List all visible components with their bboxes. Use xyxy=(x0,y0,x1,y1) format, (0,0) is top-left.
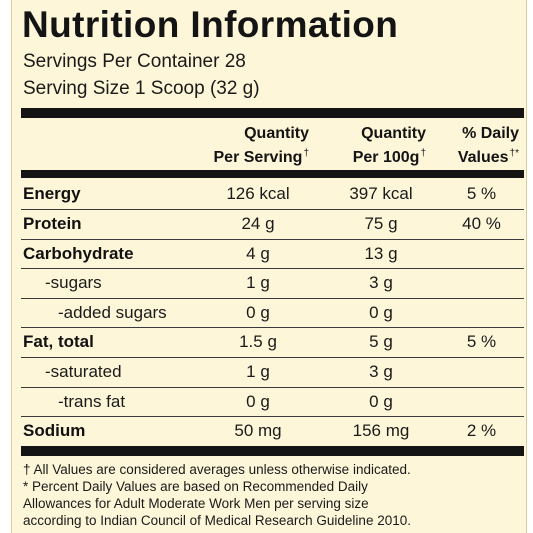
footnote-daily-values-2: Allowances for Adult Moderate Work Men p… xyxy=(23,496,369,511)
nutrient-row-protein: Protein 24 g 75 g 40 % xyxy=(21,210,524,239)
value-daily: 40 % xyxy=(462,214,501,233)
value-per-100g: 156 mg xyxy=(352,421,410,440)
value-per-100g: 3 g xyxy=(369,273,393,292)
header-per-serving: Quantity Per Serving† xyxy=(162,124,310,168)
value-per-100g: 5 g xyxy=(369,332,393,351)
nutrient-row-fat-total: Fat, total 1.5 g 5 g 5 % xyxy=(21,328,524,357)
header-daily-values-line1: % Daily xyxy=(462,125,519,142)
value-per-100g: 3 g xyxy=(369,362,393,381)
dagger-mark: † xyxy=(420,148,426,159)
header-per-100g: Quantity Per 100g† xyxy=(309,124,426,168)
value-per-serving: 1 g xyxy=(246,273,270,292)
header-per-100g-line1: Quantity xyxy=(361,125,426,142)
row-label: -trans fat xyxy=(58,392,126,411)
footnote-daily-values-1: * Percent Daily Values are based on Reco… xyxy=(23,479,368,494)
value-per-serving: 0 g xyxy=(246,392,270,411)
nutrient-row-added-sugars: -added sugars 0 g 0 g xyxy=(21,299,524,328)
value-per-100g: 75 g xyxy=(364,214,398,233)
row-label: Protein xyxy=(23,214,82,233)
nutrient-row-sodium: Sodium 50 mg 156 mg 2 % xyxy=(21,417,524,446)
value-per-100g: 0 g xyxy=(369,303,393,322)
row-label: -saturated xyxy=(45,362,122,381)
footnote-averages: † All Values are considered averages unl… xyxy=(23,462,411,477)
nutrient-row-sugars: -sugars 1 g 3 g xyxy=(21,269,524,298)
nutrient-row-trans-fat: -trans fat 0 g 0 g xyxy=(21,388,524,417)
value-per-100g: 397 kcal xyxy=(349,184,413,203)
value-per-serving: 50 mg xyxy=(234,421,282,440)
row-label: Sodium xyxy=(23,421,86,440)
servings-per-container: Servings Per Container 28 xyxy=(23,51,246,72)
row-label: -added sugars xyxy=(58,303,167,322)
row-divider xyxy=(21,357,524,358)
header-per-serving-line2: Per Serving xyxy=(213,149,303,166)
nutrient-row-energy: Energy 126 kcal 397 kcal 5 % xyxy=(21,180,524,209)
row-label: Carbohydrate xyxy=(23,244,134,263)
value-per-serving: 1 g xyxy=(246,362,270,381)
value-daily: 5 % xyxy=(466,184,497,203)
value-per-100g: 13 g xyxy=(364,244,398,263)
row-label: Energy xyxy=(23,184,81,203)
row-label: Fat, total xyxy=(23,332,94,351)
header-thick-rule xyxy=(21,170,524,178)
value-per-serving: 4 g xyxy=(246,244,270,263)
header-per-100g-line2: Per 100g xyxy=(352,149,420,166)
row-divider xyxy=(21,209,524,210)
bottom-thick-rule xyxy=(21,446,524,456)
footnote-daily-values-3: according to Indian Council of Medical R… xyxy=(23,513,411,528)
row-divider xyxy=(21,416,524,417)
value-per-serving: 0 g xyxy=(246,303,270,322)
nutrient-row-saturated: -saturated 1 g 3 g xyxy=(21,358,524,387)
header-daily-values-line2: Values xyxy=(457,149,509,166)
dagger-mark: † xyxy=(303,148,309,159)
nutrition-label: Nutrition Information Servings Per Conta… xyxy=(11,0,527,533)
top-thick-rule xyxy=(21,108,524,118)
row-label: -sugars xyxy=(45,273,102,292)
value-daily: 2 % xyxy=(466,421,497,440)
header-per-serving-line1: Quantity xyxy=(244,125,309,142)
nutrient-row-carbohydrate: Carbohydrate 4 g 13 g xyxy=(21,240,524,269)
row-divider xyxy=(21,298,524,299)
value-per-serving: 1.5 g xyxy=(239,332,277,351)
value-daily: 5 % xyxy=(466,332,497,351)
row-divider xyxy=(21,387,524,388)
value-per-100g: 0 g xyxy=(369,392,393,411)
header-daily-values: % Daily Values†* xyxy=(426,124,519,168)
label-title: Nutrition Information xyxy=(22,4,399,45)
row-divider xyxy=(21,239,524,240)
value-per-serving: 24 g xyxy=(241,214,275,233)
row-divider xyxy=(21,268,524,269)
dagger-star-mark: †* xyxy=(509,148,519,159)
row-divider xyxy=(21,327,524,328)
serving-size: Serving Size 1 Scoop (32 g) xyxy=(23,78,260,99)
value-per-serving: 126 kcal xyxy=(226,184,290,203)
